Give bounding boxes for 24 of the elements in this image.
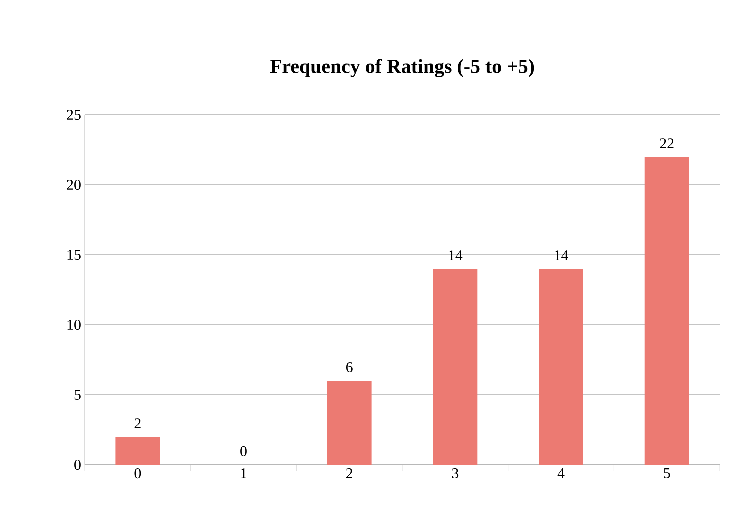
x-tick-label: 4 [558, 468, 565, 478]
x-tick-label: 2 [346, 468, 352, 478]
y-tick-label: 0 [74, 460, 81, 470]
data-label: 14 [449, 250, 463, 260]
bar [327, 381, 372, 465]
x-tick-label: 1 [241, 468, 247, 478]
x-tick-label: 3 [452, 468, 459, 479]
chart-title: Frequency of Ratings (-5 to +5) [270, 59, 534, 78]
bar [116, 437, 160, 465]
bar [433, 268, 478, 465]
bar [644, 156, 690, 465]
y-tick-label: 20 [67, 180, 81, 190]
y-tick-label: 5 [74, 390, 81, 400]
bar [539, 268, 584, 465]
x-tick-label: 5 [664, 468, 670, 478]
y-tick-label: 25 [67, 110, 81, 120]
x-tick-label: 0 [134, 468, 142, 479]
data-label: 22 [660, 138, 674, 148]
y-tick-label: 10 [68, 320, 81, 330]
data-label: 2 [134, 418, 141, 428]
data-label: 14 [555, 250, 568, 260]
data-label: 6 [346, 362, 353, 372]
y-tick-label: 15 [68, 250, 81, 260]
data-label: 0 [240, 446, 247, 456]
